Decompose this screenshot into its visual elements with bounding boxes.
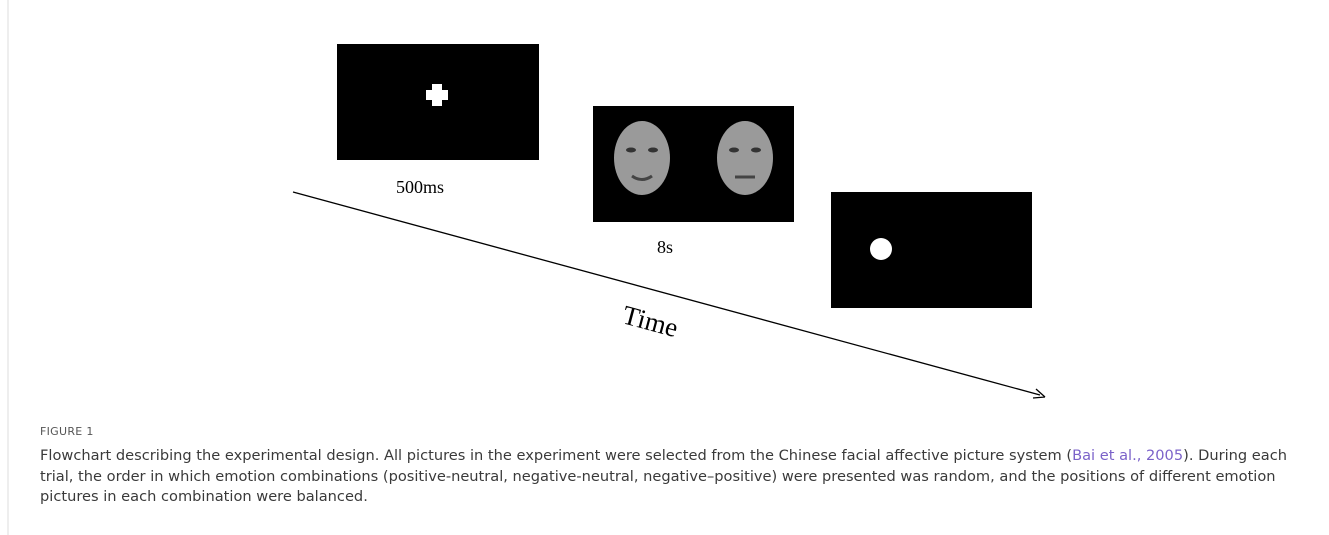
citation-link[interactable]: Bai et al., 2005 (1072, 447, 1183, 464)
figure-caption: Flowchart describing the experimental de… (40, 446, 1315, 508)
caption-text: Flowchart describing the experimental de… (40, 447, 1072, 464)
time-label: Time (619, 300, 681, 343)
duration-label: 500ms (396, 177, 444, 197)
page: {"figure": { "labels": {"fixation": "500… (0, 0, 1329, 535)
probe-screen (831, 192, 1032, 308)
fixation-cross (426, 90, 448, 100)
face (717, 121, 773, 195)
figure-label: FIGURE 1 (40, 425, 94, 438)
duration-label: 8s (657, 237, 673, 257)
probe-dot (870, 238, 892, 260)
face (614, 121, 670, 195)
